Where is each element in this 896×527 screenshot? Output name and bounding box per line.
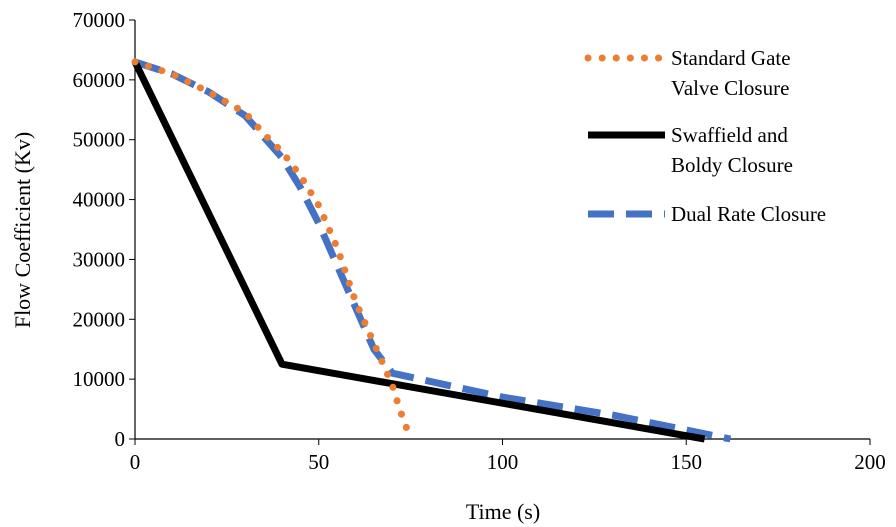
y-tick-label: 20000 [73,307,126,331]
x-tick-label: 100 [487,450,519,474]
legend-label: Dual Rate Closure [671,202,826,226]
series-line-dotted [131,58,415,443]
y-tick-label: 0 [115,427,126,451]
x-axis-ticks: 0 50 100 150 200 [130,439,886,474]
series-group [131,58,732,443]
y-tick-label: 70000 [73,8,126,32]
y-tick-label: 40000 [73,188,126,212]
legend-label: Swaffield and [671,123,788,147]
y-tick-label: 30000 [73,247,126,271]
y-tick-label: 50000 [73,128,126,152]
x-tick-label: 150 [671,450,703,474]
x-axis-title: Time (s) [466,499,540,524]
legend-label: Boldy Closure [671,153,793,177]
legend: Standard Gate Valve Closure Swaffield and B… [584,46,826,226]
axes [134,20,870,440]
legend-label: Valve Closure [671,76,789,100]
x-tick-label: 50 [308,450,329,474]
x-tick-label: 0 [130,450,141,474]
x-tick-label: 200 [854,450,886,474]
series-line-solid [131,60,706,443]
y-axis-title: Flow Coefficient (Kv) [10,132,35,328]
y-axis-ticks: 0 10000 20000 30000 40000 50000 60000 70000 [73,8,135,451]
y-tick-label: 10000 [73,367,126,391]
legend-label: Standard Gate [671,46,791,70]
y-tick-label: 60000 [73,68,126,92]
